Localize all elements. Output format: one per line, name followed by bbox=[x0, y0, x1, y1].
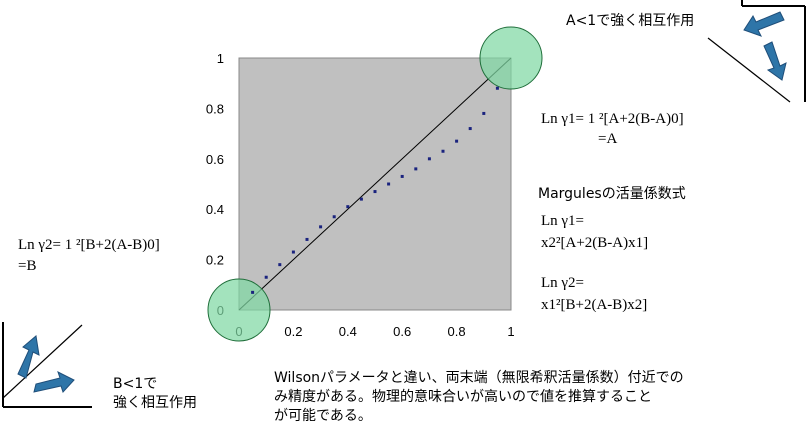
margules-gamma2-label: Ln γ2= bbox=[541, 275, 585, 291]
bottom-left-label-line1: B<1で bbox=[113, 376, 158, 392]
y-tick-label: 0.2 bbox=[206, 253, 224, 268]
y-tick-label: 0.4 bbox=[206, 202, 224, 217]
ln-gamma1-result: =A bbox=[598, 131, 618, 147]
margules-gamma2-formula: x1²[B+2(A-B)x2] bbox=[541, 297, 648, 313]
ln-gamma2-result: =B bbox=[18, 258, 37, 274]
data-point bbox=[427, 157, 431, 161]
data-point bbox=[332, 215, 336, 219]
data-point bbox=[319, 225, 323, 229]
data-point bbox=[251, 290, 255, 294]
x-tick-label: 0.6 bbox=[393, 324, 411, 339]
highlight-circle-end bbox=[479, 26, 543, 90]
y-tick-label: 1 bbox=[217, 51, 224, 66]
data-point bbox=[291, 250, 295, 254]
data-point bbox=[346, 205, 350, 209]
bottom-left-interaction-icon bbox=[2, 322, 92, 408]
data-point bbox=[441, 149, 445, 153]
y-tick-label: 0.8 bbox=[206, 101, 224, 116]
note-line1: Wilsonパラメータと違い、両末端（無限希釈活量係数）付近での bbox=[274, 370, 684, 386]
x-tick-label: 0.4 bbox=[339, 324, 357, 339]
data-point bbox=[373, 190, 377, 194]
bottom-left-label-line2: 強く相互作用 bbox=[113, 395, 197, 411]
data-point bbox=[359, 197, 363, 201]
x-tick-label: 0.2 bbox=[284, 324, 302, 339]
top-right-interaction-icon bbox=[707, 0, 806, 103]
ln-gamma1-equation: Ln γ1= 1 ²[A+2(B-A)0] bbox=[541, 111, 684, 127]
x-tick-label: 0.8 bbox=[448, 324, 466, 339]
data-point bbox=[278, 263, 282, 267]
margules-title: Margulesの活量係数式 bbox=[538, 186, 686, 202]
data-point bbox=[482, 111, 486, 115]
data-point bbox=[387, 182, 391, 186]
highlight-circle-origin bbox=[207, 278, 271, 342]
arrow-down-icon bbox=[763, 41, 787, 81]
note-line3: が可能である。 bbox=[274, 408, 372, 424]
y-tick-label: 0.6 bbox=[206, 152, 224, 167]
data-point bbox=[264, 275, 268, 279]
data-point bbox=[495, 86, 499, 90]
arrow-up-icon bbox=[17, 335, 40, 379]
note-line2: み精度がある。物理的意味合いが高いので値を推算すること bbox=[274, 389, 652, 405]
margules-gamma1-formula: x2²[A+2(B-A)x1] bbox=[541, 235, 649, 251]
ln-gamma2-equation: Ln γ2= 1 ²[B+2(A-B)0] bbox=[18, 237, 160, 253]
margules-gamma1-label: Ln γ1= bbox=[541, 213, 585, 229]
data-point bbox=[468, 127, 472, 131]
x-tick-label: 1 bbox=[507, 324, 514, 339]
arrow-left-icon bbox=[743, 11, 785, 37]
top-right-label: A<1で強く相互作用 bbox=[566, 13, 695, 29]
data-point bbox=[305, 237, 309, 241]
data-point bbox=[414, 167, 418, 171]
data-point bbox=[400, 174, 404, 178]
arrow-right-icon bbox=[33, 371, 75, 393]
data-point bbox=[455, 139, 459, 143]
reference-line bbox=[238, 57, 512, 311]
